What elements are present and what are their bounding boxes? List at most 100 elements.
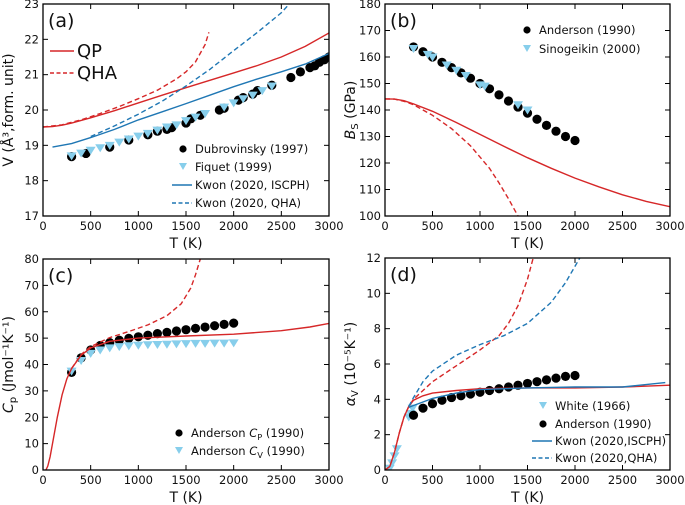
y-tick-label: 10 bbox=[366, 286, 381, 300]
y-tick-label: 180 bbox=[359, 0, 381, 11]
y-tick-label: 0 bbox=[374, 463, 381, 477]
legend-main-entry: QP bbox=[50, 41, 102, 62]
plot-area-b bbox=[385, 42, 670, 216]
panel-label: (c) bbox=[48, 265, 73, 287]
x-axis-label: T (K) bbox=[168, 236, 202, 252]
data-point bbox=[541, 375, 552, 385]
legend-b: Anderson (1990) Sinogeikin (2000) bbox=[523, 23, 640, 56]
legend-entry: Fiquet (1999) bbox=[179, 160, 272, 174]
data-point bbox=[503, 96, 514, 106]
legend-entry: White (1966) bbox=[539, 399, 630, 413]
panel-label: (b) bbox=[390, 10, 417, 32]
data-point bbox=[389, 452, 400, 461]
y-tick-label: 18 bbox=[24, 174, 39, 188]
data-point bbox=[210, 321, 220, 331]
data-point bbox=[219, 339, 230, 348]
legend-label: Kwon (2020, ISCPH) bbox=[195, 178, 310, 192]
data-point bbox=[427, 53, 438, 62]
series-line-kwon-2020-qha--dashed bbox=[90, 4, 291, 138]
data-point bbox=[200, 110, 211, 119]
data-point bbox=[200, 322, 210, 332]
panel-c: 0 500 1000 1500 2000 2500 3000 0 10 20 30 40 50 60 70 8… bbox=[1, 252, 344, 505]
series-line-qha-dashed bbox=[71, 259, 201, 369]
data-point bbox=[456, 391, 466, 401]
data-point bbox=[408, 45, 419, 54]
series-fiquet-1999- bbox=[66, 82, 277, 161]
x-tick-label: 2000 bbox=[560, 219, 589, 233]
data-point bbox=[181, 325, 191, 335]
legend-d: White (1966) Anderson (1990) Kwon (2020,IS… bbox=[532, 399, 666, 465]
series-line-kwon-2020-iscph--solid bbox=[408, 381, 666, 408]
data-point bbox=[532, 114, 542, 124]
y-axis-label: Cp (Jmol⁻¹K⁻¹) bbox=[1, 316, 19, 413]
data-point bbox=[228, 339, 239, 348]
y-tick-label: 160 bbox=[359, 50, 381, 64]
legend-label: Anderson (1990) bbox=[555, 417, 651, 431]
data-point bbox=[114, 343, 125, 352]
data-point bbox=[247, 91, 258, 100]
data-point bbox=[228, 99, 239, 108]
x-tick-label: 500 bbox=[422, 473, 444, 487]
x-tick-label: 1500 bbox=[171, 219, 200, 233]
data-point bbox=[161, 123, 172, 132]
data-point bbox=[181, 117, 191, 126]
data-point bbox=[570, 135, 580, 146]
y-axis-label: αV (10⁻⁵K⁻¹) bbox=[343, 322, 361, 407]
data-point bbox=[209, 339, 220, 348]
x-tick-label: 0 bbox=[39, 473, 46, 487]
legend-entry: Anderson CV (1990) bbox=[175, 444, 305, 460]
y-tick-label: 10 bbox=[24, 437, 39, 451]
y-tick-label: 6 bbox=[374, 357, 381, 371]
data-point bbox=[171, 340, 182, 349]
x-tick-label: 500 bbox=[80, 219, 102, 233]
y-tick-label: 70 bbox=[24, 278, 39, 292]
data-point bbox=[570, 370, 580, 381]
x-tick-label: 1000 bbox=[465, 219, 494, 233]
x-axis-label: T (K) bbox=[510, 490, 544, 505]
x-tick-label: 0 bbox=[381, 473, 388, 487]
legend-entry: Sinogeikin (2000) bbox=[523, 42, 640, 56]
data-point bbox=[66, 152, 77, 161]
y-tick-label: 20 bbox=[24, 103, 39, 117]
data-point bbox=[152, 126, 163, 135]
legend-marker-circle bbox=[523, 26, 531, 34]
x-tick-label: 3000 bbox=[314, 473, 343, 487]
data-point bbox=[422, 50, 433, 59]
y-tick-label: 17 bbox=[24, 209, 39, 223]
data-point bbox=[66, 367, 77, 376]
legend-main-entry: QHA bbox=[50, 63, 118, 84]
data-point bbox=[551, 126, 561, 136]
legend-entry: Kwon (2020,QHA) bbox=[532, 451, 657, 465]
panel-d: 0 500 1000 1500 2000 2500 3000 0 2 4 6 8 10 12 T (K) αV… bbox=[343, 251, 685, 505]
legend-entry: Anderson CP (1990) bbox=[175, 426, 304, 442]
y-tick-label: 170 bbox=[359, 24, 381, 38]
y-tick-label: 150 bbox=[359, 77, 381, 91]
panel-a: 0 500 1000 1500 2000 2500 3000 17 18 19 20 21 22 23 T … bbox=[0, 0, 344, 252]
data-point bbox=[171, 326, 182, 336]
y-tick-label: 130 bbox=[359, 130, 381, 144]
y-tick-label: 50 bbox=[24, 331, 39, 345]
data-point bbox=[387, 459, 398, 468]
data-point bbox=[162, 327, 172, 337]
x-tick-label: 0 bbox=[381, 219, 388, 233]
data-point bbox=[391, 445, 402, 454]
series-line-kwon-2020-iscph--solid bbox=[52, 52, 329, 148]
legend-entry: Kwon (2020, ISCPH) bbox=[172, 178, 310, 192]
y-tick-label: 22 bbox=[24, 32, 39, 46]
x-tick-label: 1000 bbox=[124, 473, 153, 487]
y-tick-label: 2 bbox=[374, 428, 381, 442]
data-point bbox=[513, 101, 523, 110]
x-tick-label: 1500 bbox=[513, 473, 542, 487]
legend-entry: Anderson (1990) bbox=[523, 23, 635, 37]
data-point bbox=[104, 141, 115, 150]
x-tick-label: 0 bbox=[39, 219, 46, 233]
legend-label: Fiquet (1999) bbox=[195, 160, 272, 174]
y-tick-label: 40 bbox=[24, 358, 39, 372]
panel-label: (a) bbox=[48, 10, 74, 32]
data-point bbox=[133, 332, 143, 342]
data-point bbox=[161, 340, 172, 349]
x-tick-label: 500 bbox=[422, 219, 444, 233]
legend-marker-triangle bbox=[523, 45, 531, 52]
data-point bbox=[104, 344, 115, 353]
legend-label: Anderson CV (1990) bbox=[191, 444, 305, 460]
